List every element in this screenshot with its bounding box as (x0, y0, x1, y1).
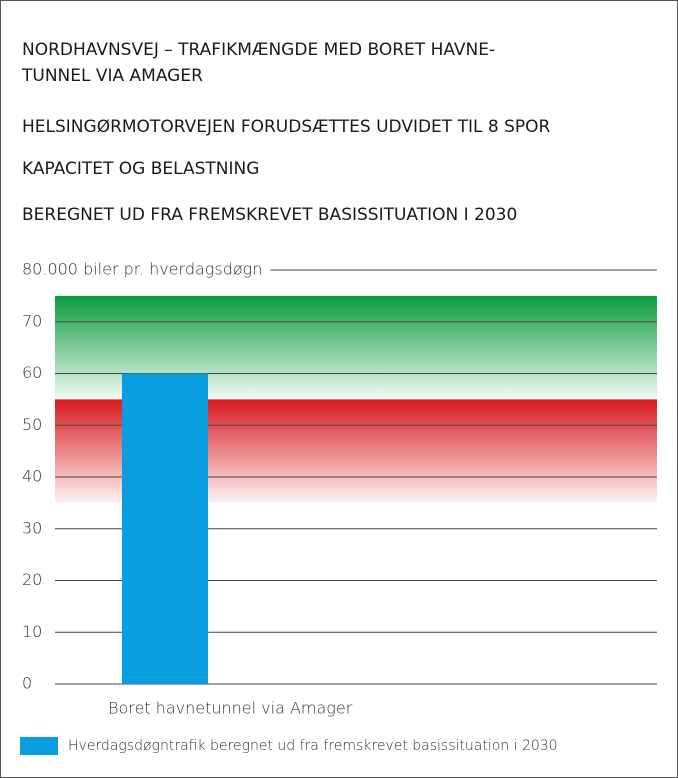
chart-title: NORDHAVNSVEJ – TRAFIKMÆNGDE MED BORET HA… (22, 40, 495, 60)
y-tick-label: 20 (22, 570, 42, 589)
y-tick-label: 0 (22, 674, 32, 693)
y-tick-label: 70 (22, 311, 42, 330)
y-tick-label: 10 (22, 622, 42, 641)
chart-title: TUNNEL VIA AMAGER (21, 66, 203, 86)
y-tick-label: 50 (22, 415, 42, 434)
subtitle: HELSINGØRMOTORVEJEN FORUDSÆTTES UDVIDET … (22, 117, 550, 137)
y-tick-label: 80.000 biler pr. hverdagsdøgn (22, 260, 262, 279)
y-tick-label: 30 (22, 518, 42, 537)
subtitle: KAPACITET OG BELASTNING (22, 159, 259, 179)
bar (122, 373, 208, 684)
legend-label: Hverdagsdøgntrafik beregnet ud fra frems… (68, 738, 558, 754)
legend-swatch (20, 737, 58, 755)
y-tick-label: 60 (22, 363, 42, 382)
x-tick-label: Boret havnetunnel via Amager (108, 699, 353, 718)
y-tick-label: 40 (22, 467, 42, 486)
subtitle: BEREGNET UD FRA FREMSKREVET BASISSITUATI… (22, 205, 517, 225)
